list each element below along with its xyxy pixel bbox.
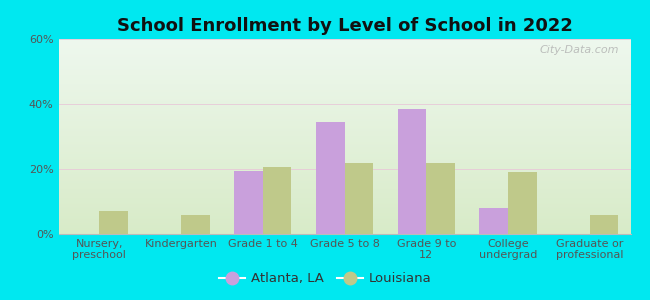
Bar (316, 122, 344, 234)
Bar (508, 172, 536, 234)
Bar (181, 214, 210, 234)
Legend: Atlanta, LA, Louisiana: Atlanta, LA, Louisiana (214, 267, 436, 290)
Title: School Enrollment by Level of School in 2022: School Enrollment by Level of School in … (116, 17, 573, 35)
Bar (99, 211, 128, 234)
Bar (479, 208, 508, 234)
Bar (426, 163, 455, 234)
Bar (590, 214, 618, 234)
Bar (398, 109, 426, 234)
Bar (234, 171, 263, 234)
Bar (344, 163, 373, 234)
Text: City-Data.com: City-Data.com (540, 45, 619, 55)
Bar (263, 167, 291, 234)
